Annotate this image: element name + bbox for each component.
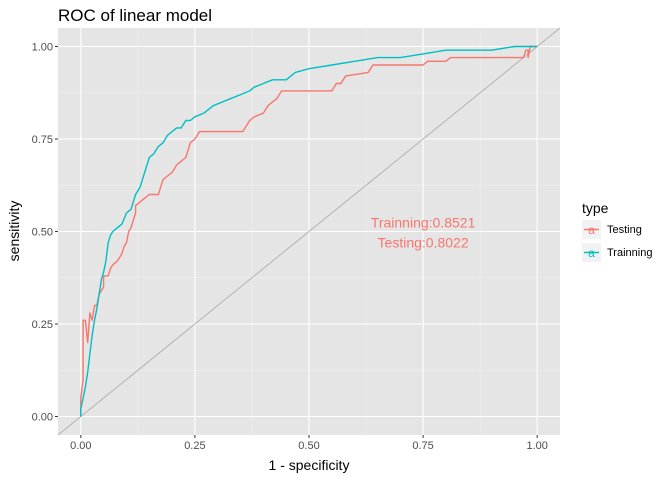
- legend-key-trainning-glyph: a: [588, 246, 595, 260]
- y-axis-title: sensitivity: [6, 201, 22, 262]
- x-tick-label: 0.75: [412, 440, 433, 452]
- annotation-testing-auc: Testing:0.8022: [378, 235, 469, 251]
- x-axis-title: 1 - specificity: [269, 457, 350, 473]
- y-axis-ticks: 0.00 0.25 0.50 0.75 1.00: [32, 42, 58, 424]
- chart-title: ROC of linear model: [58, 6, 212, 25]
- y-tick-label: 0.50: [32, 227, 53, 239]
- legend-label-trainning: Trainning: [607, 247, 652, 259]
- annotation-training-auc: Trainning:0.8521: [371, 214, 476, 230]
- y-tick-label: 0.25: [32, 319, 53, 331]
- x-axis-ticks: 0.00 0.25 0.50 0.75 1.00: [70, 435, 548, 452]
- diagonal-reference-line: [57, 27, 561, 436]
- legend: type a Testing a Trainning: [582, 200, 652, 262]
- annotation-group: Trainning:0.8521 Testing:0.8022: [371, 214, 476, 250]
- series-line-trainning: [80, 45, 538, 417]
- x-tick-label: 0.25: [184, 440, 205, 452]
- x-tick-label: 1.00: [526, 440, 547, 452]
- series-layer: [80, 45, 538, 417]
- series-line-testing: [80, 45, 538, 417]
- y-tick-label: 0.75: [32, 134, 53, 146]
- y-tick-label: 1.00: [32, 42, 53, 54]
- x-tick-label: 0.00: [70, 440, 91, 452]
- legend-label-testing: Testing: [607, 224, 642, 236]
- legend-title: type: [582, 200, 609, 216]
- y-tick-label: 0.00: [32, 412, 53, 424]
- x-tick-label: 0.50: [298, 440, 319, 452]
- legend-key-testing-glyph: a: [588, 223, 595, 237]
